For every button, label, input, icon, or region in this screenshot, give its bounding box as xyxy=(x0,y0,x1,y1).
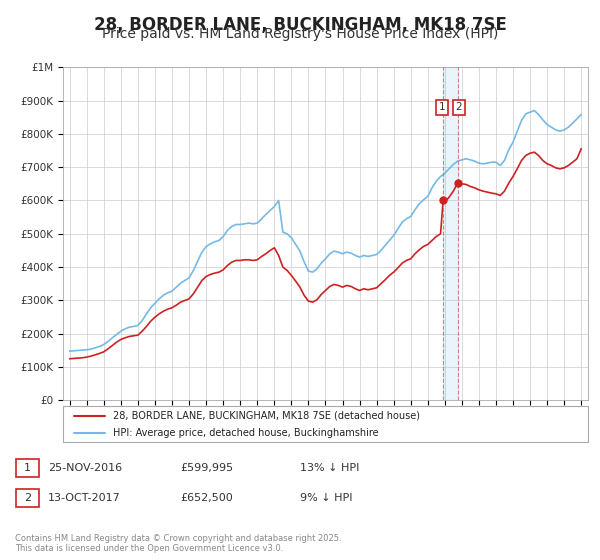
FancyBboxPatch shape xyxy=(16,489,39,507)
Text: 2: 2 xyxy=(24,493,31,503)
Text: 28, BORDER LANE, BUCKINGHAM, MK18 7SE (detached house): 28, BORDER LANE, BUCKINGHAM, MK18 7SE (d… xyxy=(113,411,420,421)
Text: 9% ↓ HPI: 9% ↓ HPI xyxy=(300,493,353,503)
Text: HPI: Average price, detached house, Buckinghamshire: HPI: Average price, detached house, Buck… xyxy=(113,428,379,438)
Text: 25-NOV-2016: 25-NOV-2016 xyxy=(48,463,122,473)
FancyBboxPatch shape xyxy=(16,459,39,477)
Text: 1: 1 xyxy=(439,102,446,112)
Text: £599,995: £599,995 xyxy=(180,463,233,473)
Text: 1: 1 xyxy=(24,463,31,473)
Text: Price paid vs. HM Land Registry's House Price Index (HPI): Price paid vs. HM Land Registry's House … xyxy=(102,27,498,41)
Text: Contains HM Land Registry data © Crown copyright and database right 2025.
This d: Contains HM Land Registry data © Crown c… xyxy=(15,534,341,553)
Text: £652,500: £652,500 xyxy=(180,493,233,503)
Text: 13-OCT-2017: 13-OCT-2017 xyxy=(48,493,121,503)
Text: 28, BORDER LANE, BUCKINGHAM, MK18 7SE: 28, BORDER LANE, BUCKINGHAM, MK18 7SE xyxy=(94,16,506,34)
Text: 2: 2 xyxy=(455,102,462,112)
FancyBboxPatch shape xyxy=(63,406,588,442)
Text: 13% ↓ HPI: 13% ↓ HPI xyxy=(300,463,359,473)
Bar xyxy=(443,67,458,400)
